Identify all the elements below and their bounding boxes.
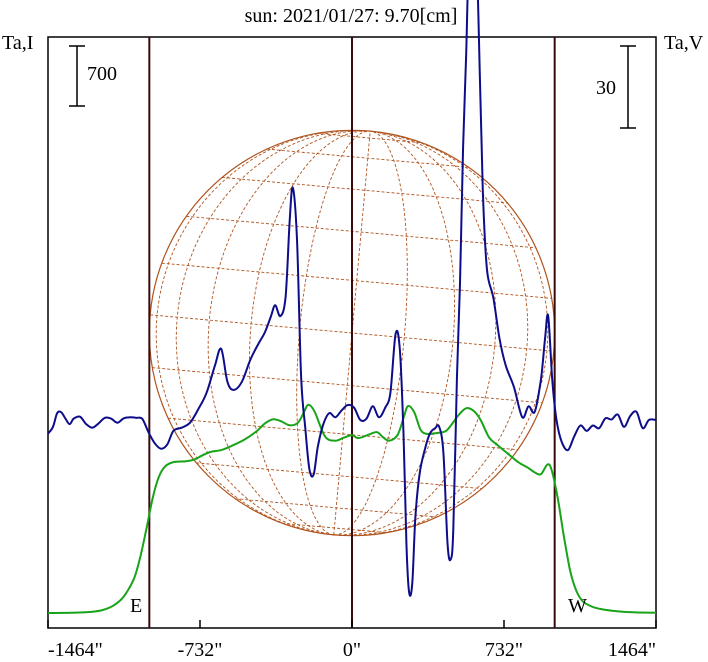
chart-title: sun: 2021/01/27: 9.70[cm] xyxy=(245,5,458,27)
meridian-line xyxy=(296,130,371,536)
parallel-line xyxy=(196,462,482,490)
left-scale-value: 700 xyxy=(87,63,117,85)
parallel-line xyxy=(186,215,537,249)
polarization-series-line xyxy=(47,0,657,597)
vertical-marker-lines xyxy=(148,37,556,628)
x-tick-label: -1464" xyxy=(48,639,103,661)
intensity-series-line xyxy=(47,403,657,614)
x-tick-label: 1464" xyxy=(608,639,656,661)
x-axis-ticks: -1464" -732" 0" 732" 1464" xyxy=(47,620,657,661)
parallel-line xyxy=(282,522,387,534)
left-axis-label: Ta,I xyxy=(2,32,33,54)
solar-disk-grid xyxy=(148,129,556,537)
right-axis-label: Ta,V xyxy=(664,32,704,54)
parallel-line xyxy=(235,498,438,518)
x-tick-label: 0" xyxy=(343,639,361,661)
right-scale-bar: 30 xyxy=(596,45,636,129)
parallel-line xyxy=(152,367,543,404)
meridian-line xyxy=(155,129,371,536)
meridian-line xyxy=(175,130,371,536)
east-limb-label: E xyxy=(130,595,142,617)
parallel-line xyxy=(167,417,518,451)
x-tick-label: -732" xyxy=(178,639,223,661)
left-scale-bar: 700 xyxy=(69,45,117,107)
meridian-line xyxy=(333,130,529,536)
parallel-line xyxy=(266,148,469,168)
parallel-line xyxy=(161,262,552,299)
meridian-line xyxy=(333,130,549,537)
right-scale-value: 30 xyxy=(596,77,616,99)
parallel-line xyxy=(317,132,422,144)
west-limb-label: W xyxy=(568,595,587,617)
parallel-line xyxy=(222,176,508,204)
x-tick-label: 732" xyxy=(485,639,523,661)
